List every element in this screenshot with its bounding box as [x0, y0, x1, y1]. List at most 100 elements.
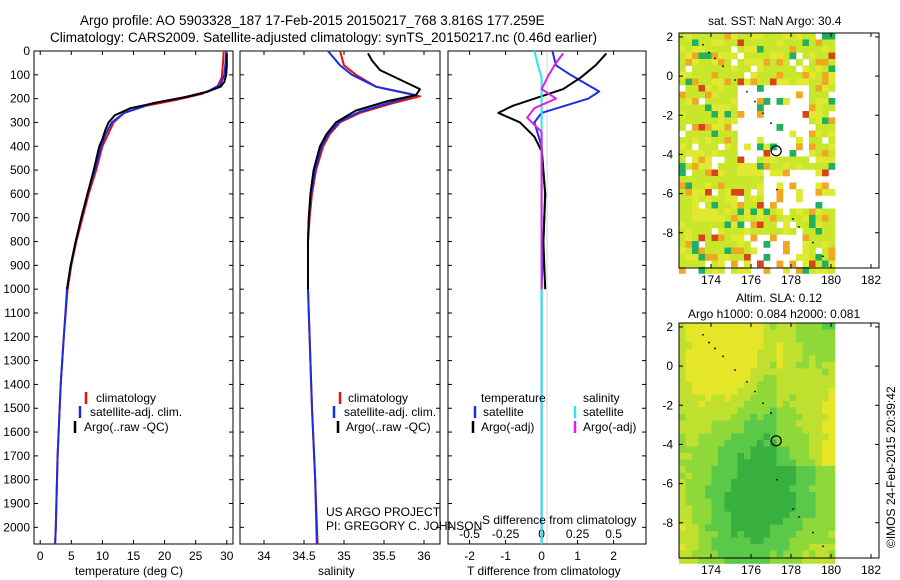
map-cell: [815, 52, 823, 60]
map-cell: [705, 169, 712, 177]
map-cell: [744, 202, 751, 209]
map-cell: [705, 124, 712, 131]
map-cell: [822, 511, 829, 519]
map-cell: [796, 537, 803, 545]
map-cell: [770, 156, 777, 164]
map-cell: [783, 453, 790, 460]
map-cell: [757, 511, 764, 519]
map-cell: [815, 401, 823, 408]
map-cell: [763, 531, 771, 538]
map-cell: [828, 453, 836, 460]
map-cell: [737, 368, 745, 376]
map-cell: [698, 111, 706, 118]
map-cell: [828, 39, 836, 47]
map-cell: [763, 511, 771, 519]
legend-t-satellite: satellite: [483, 405, 524, 419]
map-cell: [796, 355, 803, 363]
map-cell: [828, 557, 836, 564]
map-x-label: 176: [741, 273, 761, 287]
map-cell: [770, 550, 777, 558]
map-cell: [828, 241, 836, 248]
map-cell: [718, 446, 725, 454]
coast-dot: [822, 545, 824, 548]
map-cell: [815, 156, 823, 164]
map-cell: [692, 511, 699, 519]
map-cell: [750, 375, 758, 382]
map-cell: [822, 85, 829, 92]
map-cell: [718, 234, 725, 242]
map-cell: [776, 355, 784, 363]
map-y-label: -6: [662, 477, 673, 491]
map-cell: [711, 485, 719, 493]
map-cell: [724, 453, 732, 460]
map-cell: [828, 215, 836, 222]
map-cell: [750, 511, 758, 519]
map-cell: [724, 498, 732, 506]
map-cell: [711, 267, 719, 274]
map-cell: [776, 72, 784, 79]
map-cell: [731, 557, 738, 564]
map-cell: [763, 492, 771, 499]
map-cell: [757, 208, 764, 216]
map-cell: [705, 466, 712, 473]
map-cell: [770, 407, 777, 415]
salinity-panel: 34 34.5 35 35.5 36 salinity climatology sate…: [239, 50, 482, 578]
map-cell: [822, 440, 829, 447]
map-cell: [724, 505, 732, 512]
map-cell: [698, 39, 706, 47]
map-y-label: 0: [666, 69, 673, 83]
map-cell: [731, 215, 738, 222]
map-cell: [822, 260, 829, 268]
map-cell: [698, 505, 706, 512]
map-cell: [763, 550, 771, 558]
coast-dot: [812, 531, 814, 534]
map-cell: [802, 544, 810, 551]
map-cell: [705, 208, 712, 216]
map-cell: [763, 72, 771, 79]
map-cell: [828, 342, 836, 350]
map-cell: [731, 446, 738, 454]
map-cell: [698, 189, 706, 196]
map-cell: [685, 518, 693, 525]
map-cell: [783, 550, 790, 558]
map-cell: [698, 104, 706, 112]
map-cell: [744, 433, 751, 441]
map-cell: [718, 215, 725, 222]
map-cell: [679, 176, 686, 183]
map-cell: [679, 368, 686, 376]
s-tick-label: -0.5: [459, 527, 480, 541]
map-cell: [711, 420, 719, 428]
map-cell: [809, 228, 816, 235]
map-cell: [705, 150, 712, 157]
map-cell: [783, 349, 790, 356]
x-tick-label: 25: [189, 549, 203, 563]
map-cell: [705, 485, 712, 493]
map-cell: [763, 537, 771, 545]
map-cell: [822, 329, 829, 337]
map-cell: [757, 169, 764, 177]
map-cell: [692, 479, 699, 486]
map-cell: [802, 518, 810, 525]
map-cell: [744, 524, 751, 532]
map-cell: [692, 459, 699, 467]
map-cell: [815, 459, 823, 467]
map-cell: [763, 52, 771, 60]
salinity-legend: climatology satellite-adj. clim. Argo(..…: [332, 391, 436, 434]
map-cell: [828, 407, 836, 415]
map-cell: [763, 98, 771, 105]
map-cell: [757, 453, 764, 460]
map-cell: [737, 505, 745, 512]
map-cell: [705, 241, 712, 248]
difference-depth-ticks: [448, 50, 646, 528]
map-cell: [757, 228, 764, 235]
map-cell: [750, 182, 758, 190]
x-tick-label: 5: [68, 549, 75, 563]
map-y-label: -8: [662, 516, 673, 530]
map-cell: [796, 375, 803, 382]
legend-t-argo: Argo(-adj): [481, 420, 534, 434]
map-cell: [718, 401, 725, 408]
map-cell: [802, 65, 810, 73]
map-cell: [783, 362, 790, 369]
map-cell: [724, 388, 732, 395]
map-cell: [757, 46, 764, 53]
